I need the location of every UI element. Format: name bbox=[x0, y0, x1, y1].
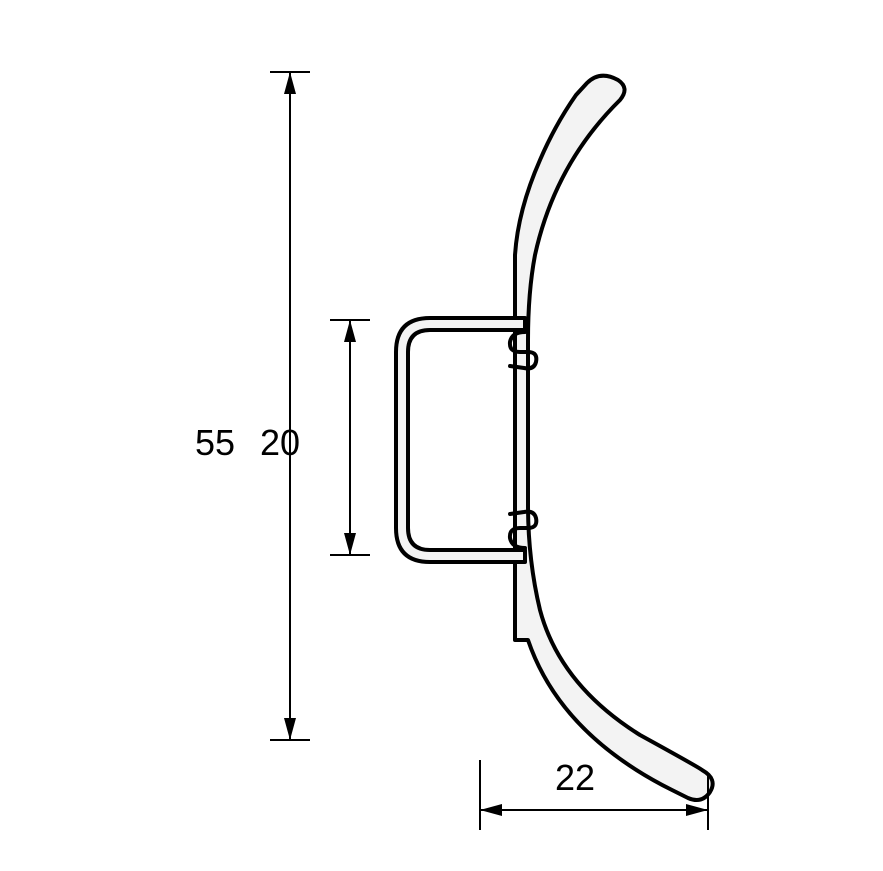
cable-channel-fill bbox=[396, 318, 525, 562]
arrowhead-down-icon bbox=[284, 718, 296, 740]
dimension-label: 22 bbox=[555, 757, 595, 798]
arrowhead-right-icon bbox=[686, 804, 708, 816]
dimension-overall-height: 55 bbox=[195, 72, 310, 740]
skirting-profile bbox=[396, 76, 713, 800]
arrowhead-down-icon bbox=[344, 533, 356, 555]
front-face-fill bbox=[515, 76, 713, 800]
dimension-label: 55 bbox=[195, 422, 235, 463]
arrowhead-up-icon bbox=[344, 320, 356, 342]
dimension-label: 20 bbox=[260, 422, 300, 463]
cable-channel-outline bbox=[396, 318, 525, 562]
arrowhead-left-icon bbox=[480, 804, 502, 816]
arrowhead-up-icon bbox=[284, 72, 296, 94]
cross-section-diagram: 55 20 22 bbox=[0, 0, 883, 871]
dimension-channel-height: 20 bbox=[260, 320, 370, 555]
